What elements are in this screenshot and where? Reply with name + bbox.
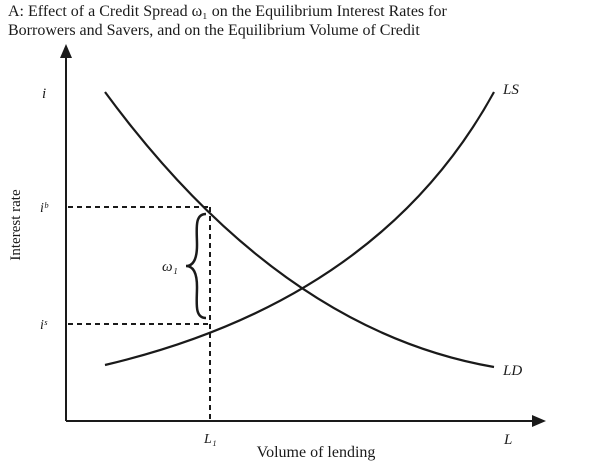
borrower-rate-label: iᵇ [40, 201, 49, 216]
y-axis-arrow [60, 44, 72, 58]
chart-title: A: Effect of a Credit Spread ω₁ on the E… [8, 2, 447, 40]
demand-curve-ld [104, 91, 495, 369]
y-axis-symbol: i [42, 86, 46, 102]
saver-rate-label: iˢ [40, 318, 48, 333]
x-axis-symbol: L [503, 432, 512, 448]
supply-curve-ls [104, 91, 495, 367]
title-line-1: A: Effect of a Credit Spread ω₁ on the E… [8, 3, 447, 20]
quantity-label: L₁ [203, 432, 217, 447]
x-axis-label: Volume of lending [257, 444, 376, 461]
spread-label: ω₁ [162, 259, 178, 275]
supply-curve-label: LS [502, 82, 519, 98]
demand-curve-label: LD [502, 363, 522, 379]
x-axis-arrow [532, 415, 546, 427]
title-line-2: Borrowers and Savers, and on the Equilib… [8, 22, 420, 39]
y-axis-label: Interest rate [8, 189, 24, 261]
spread-brace [185, 212, 207, 320]
